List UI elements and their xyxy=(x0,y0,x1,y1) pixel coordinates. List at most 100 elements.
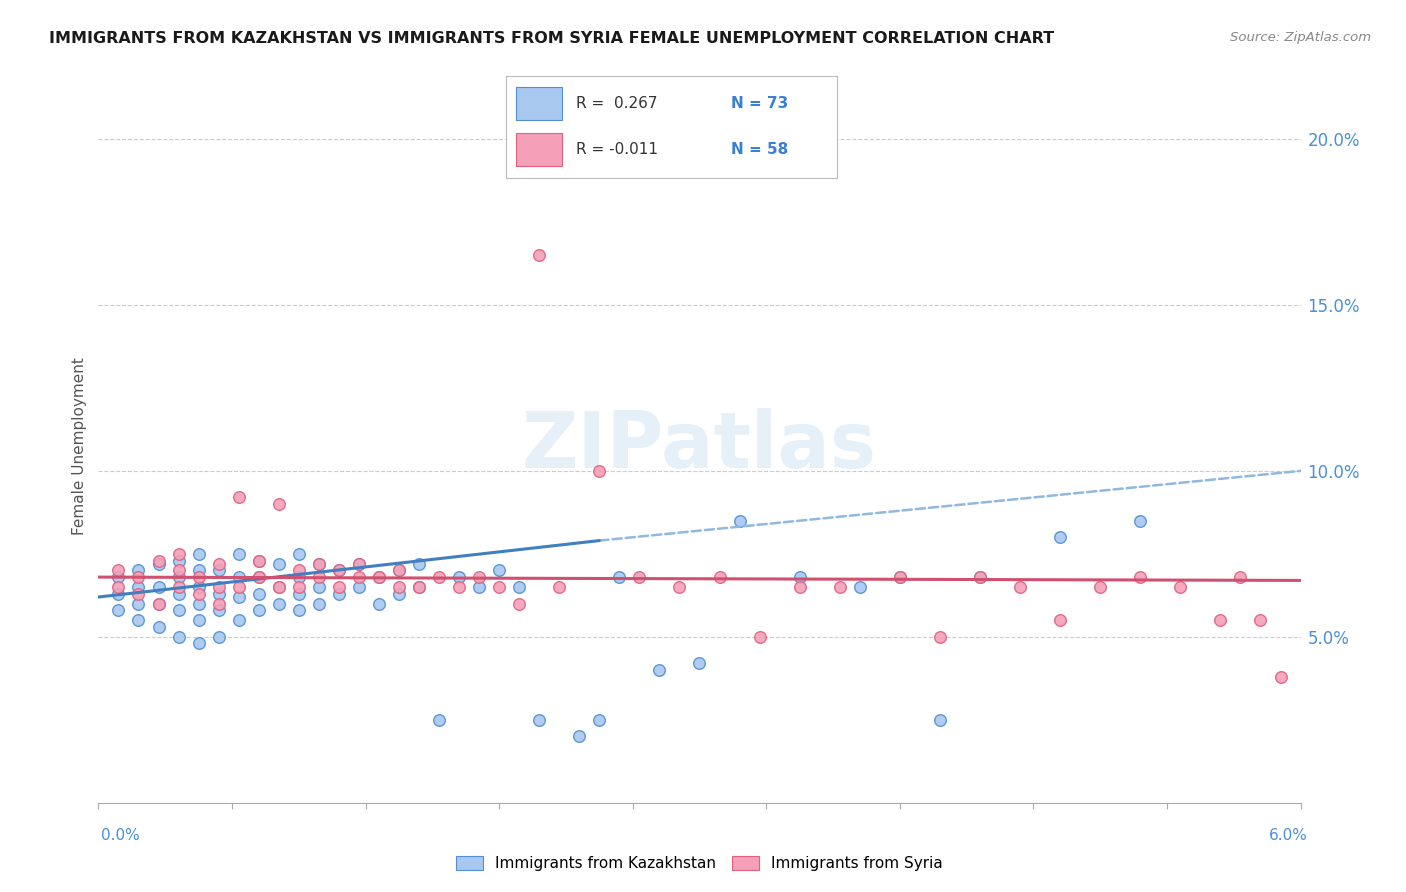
Point xyxy=(128,613,150,627)
Point xyxy=(167,547,190,561)
Point xyxy=(308,580,330,594)
Point xyxy=(107,603,129,617)
Point xyxy=(388,580,411,594)
Point xyxy=(347,570,370,584)
Point xyxy=(648,663,671,677)
Point xyxy=(628,570,651,584)
Point xyxy=(187,636,209,650)
Point xyxy=(167,553,190,567)
Y-axis label: Female Unemployment: Female Unemployment xyxy=(72,357,87,535)
Point xyxy=(208,580,231,594)
Point xyxy=(228,547,250,561)
Text: N = 73: N = 73 xyxy=(731,96,789,111)
Point xyxy=(1010,580,1032,594)
Point xyxy=(148,620,170,634)
Point xyxy=(427,713,450,727)
Point xyxy=(1229,570,1251,584)
Point xyxy=(347,557,370,571)
Text: 0.0%: 0.0% xyxy=(101,829,141,843)
Point xyxy=(388,564,411,578)
Point xyxy=(488,580,510,594)
Point xyxy=(548,580,571,594)
Point xyxy=(328,564,350,578)
Point xyxy=(668,580,690,594)
Point xyxy=(308,557,330,571)
Point xyxy=(208,597,231,611)
Point xyxy=(427,570,450,584)
Point xyxy=(167,564,190,578)
Point xyxy=(529,713,551,727)
Point xyxy=(208,557,231,571)
Bar xyxy=(516,87,562,120)
Point xyxy=(1049,613,1071,627)
Point xyxy=(107,570,129,584)
Point xyxy=(107,587,129,601)
Point xyxy=(247,553,270,567)
Bar xyxy=(516,133,562,166)
Point xyxy=(148,597,170,611)
Point xyxy=(128,570,150,584)
Text: R =  0.267: R = 0.267 xyxy=(575,96,657,111)
Point xyxy=(187,547,209,561)
Point xyxy=(267,497,290,511)
Point xyxy=(1209,613,1232,627)
Point xyxy=(328,564,350,578)
Point xyxy=(247,587,270,601)
Point xyxy=(247,570,270,584)
Point xyxy=(208,564,231,578)
Point xyxy=(368,570,391,584)
Point xyxy=(187,613,209,627)
Point xyxy=(228,580,250,594)
Point xyxy=(849,580,872,594)
Point xyxy=(728,514,751,528)
Point xyxy=(889,570,911,584)
Text: R = -0.011: R = -0.011 xyxy=(575,142,658,157)
Point xyxy=(128,564,150,578)
Point xyxy=(1049,530,1071,544)
Text: ZIPatlas: ZIPatlas xyxy=(522,408,877,484)
Point xyxy=(167,580,190,594)
Point xyxy=(748,630,770,644)
Point xyxy=(288,564,311,578)
Point xyxy=(408,580,430,594)
Point xyxy=(288,580,311,594)
Point xyxy=(1250,613,1272,627)
Point xyxy=(148,597,170,611)
Point xyxy=(187,587,209,601)
Point xyxy=(929,630,952,644)
Point xyxy=(187,597,209,611)
Point xyxy=(529,248,551,262)
Point xyxy=(228,570,250,584)
Point xyxy=(107,580,129,594)
Text: 6.0%: 6.0% xyxy=(1268,829,1308,843)
Point xyxy=(148,580,170,594)
Point xyxy=(328,587,350,601)
Point xyxy=(1270,670,1292,684)
Point xyxy=(368,570,391,584)
Text: Source: ZipAtlas.com: Source: ZipAtlas.com xyxy=(1230,31,1371,45)
Point xyxy=(408,580,430,594)
Point xyxy=(167,603,190,617)
Point xyxy=(568,730,591,744)
Point xyxy=(128,597,150,611)
Point xyxy=(447,580,470,594)
Point xyxy=(588,464,610,478)
Point xyxy=(347,580,370,594)
Point xyxy=(588,713,610,727)
Point xyxy=(288,587,311,601)
Point xyxy=(228,613,250,627)
Point xyxy=(288,570,311,584)
Point xyxy=(388,587,411,601)
Point xyxy=(267,580,290,594)
Point xyxy=(208,630,231,644)
Point xyxy=(789,580,811,594)
Point xyxy=(889,570,911,584)
Point xyxy=(1129,570,1152,584)
Point xyxy=(148,557,170,571)
Point xyxy=(267,580,290,594)
Point xyxy=(468,580,491,594)
Point xyxy=(208,587,231,601)
Point xyxy=(148,553,170,567)
Point xyxy=(288,547,311,561)
Point xyxy=(228,491,250,505)
